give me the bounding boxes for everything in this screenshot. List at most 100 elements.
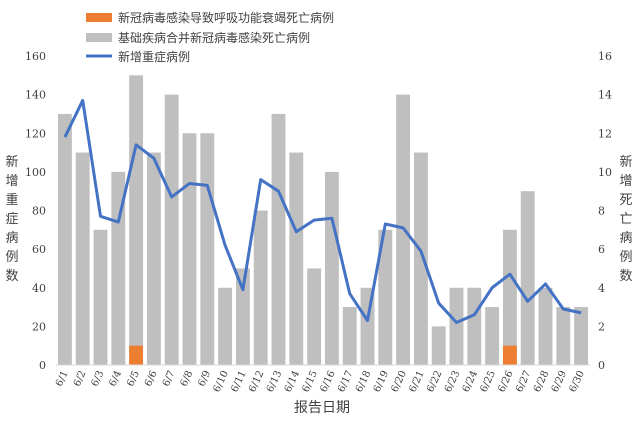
x-tick-label: 6/11 bbox=[229, 369, 248, 394]
x-tick-label: 6/6 bbox=[143, 369, 160, 388]
bar-underlying-death bbox=[146, 152, 161, 365]
x-tick-label: 6/5 bbox=[125, 369, 142, 388]
legend-label-severe-cases: 新增重症病例 bbox=[118, 49, 190, 64]
right-tick-label: 2 bbox=[598, 320, 605, 333]
x-axis: 6/1 6/2 6/3 6/4 6/5 6/6 6/7 6/8 6/96/106/116/126… bbox=[54, 369, 587, 394]
x-tick-label: 6/10 bbox=[212, 369, 231, 394]
bar-underlying-death bbox=[556, 307, 571, 365]
left-tick-label: 160 bbox=[25, 50, 46, 63]
legend-label-respiratory-death: 新冠病毒感染导致呼吸功能衰竭死亡病例 bbox=[118, 10, 334, 25]
left-axis-title-char: 病 bbox=[5, 231, 18, 246]
right-tick-label: 14 bbox=[598, 89, 612, 102]
x-tick-label: 6/29 bbox=[550, 369, 569, 394]
x-tick-label: 6/30 bbox=[568, 369, 587, 394]
left-axis-title-char: 数 bbox=[5, 269, 18, 284]
bar-underlying-death bbox=[342, 307, 357, 365]
right-tick-label: 16 bbox=[598, 50, 612, 63]
bar-underlying-death bbox=[57, 113, 72, 365]
bar-underlying-death bbox=[164, 94, 179, 365]
legend-swatch-gray bbox=[86, 33, 112, 42]
legend-swatch-orange bbox=[86, 13, 112, 22]
left-axis-title-char: 例 bbox=[5, 250, 18, 265]
right-axis-title-char: 亡 bbox=[619, 212, 632, 227]
right-axis-title-char: 死 bbox=[619, 193, 632, 208]
left-axis-title-char: 增 bbox=[5, 174, 18, 189]
left-tick-label: 120 bbox=[25, 127, 46, 140]
right-tick-label: 10 bbox=[598, 166, 612, 179]
x-tick-label: 6/14 bbox=[283, 369, 302, 394]
x-tick-label: 6/18 bbox=[354, 369, 373, 394]
severe-cases-line-layer bbox=[63, 98, 582, 325]
left-tick-label: 60 bbox=[32, 243, 46, 256]
bar-underlying-death bbox=[538, 287, 553, 365]
x-tick-label: 6/4 bbox=[107, 369, 124, 388]
bar-underlying-death bbox=[182, 133, 197, 365]
bar-underlying-death bbox=[413, 152, 428, 365]
left-tick-label: 140 bbox=[25, 89, 46, 102]
right-tick-label: 8 bbox=[598, 205, 605, 218]
x-tick-label: 6/1 bbox=[54, 369, 71, 388]
x-tick-label: 6/2 bbox=[72, 369, 89, 388]
x-tick-label: 6/3 bbox=[90, 369, 107, 388]
left-tick-label: 20 bbox=[32, 320, 46, 333]
bar-respiratory-death bbox=[502, 345, 517, 365]
right-axis-title-char: 例 bbox=[619, 250, 632, 265]
x-tick-label: 6/9 bbox=[196, 369, 213, 388]
bar-underlying-death bbox=[200, 133, 215, 365]
left-axis-title-char: 新 bbox=[5, 154, 18, 170]
x-tick-label: 6/24 bbox=[461, 369, 480, 394]
bar-underlying-death bbox=[502, 229, 517, 365]
x-tick-label: 6/16 bbox=[318, 369, 337, 394]
x-tick-label: 6/17 bbox=[336, 369, 355, 394]
left-tick-label: 0 bbox=[39, 359, 46, 372]
bar-underlying-death bbox=[75, 152, 90, 365]
left-tick-label: 100 bbox=[25, 166, 46, 179]
right-tick-label: 6 bbox=[598, 243, 605, 256]
x-tick-label: 6/28 bbox=[532, 369, 551, 394]
right-axis-title-char: 病 bbox=[619, 231, 632, 246]
left-y-axis: 0 20 40 60 80 100 120 140 160 bbox=[25, 50, 46, 372]
left-tick-label: 40 bbox=[32, 282, 46, 295]
left-tick-label: 80 bbox=[32, 205, 46, 218]
x-tick-label: 6/25 bbox=[479, 369, 498, 394]
right-axis-title-char: 新 bbox=[619, 154, 632, 170]
x-tick-label: 6/20 bbox=[390, 369, 409, 394]
left-axis-title-char: 症 bbox=[5, 212, 18, 227]
right-y-axis: 0 2 4 6 8 10 12 14 16 bbox=[598, 50, 612, 372]
severe-cases-line bbox=[63, 98, 582, 325]
x-tick-label: 6/21 bbox=[407, 369, 426, 394]
right-tick-label: 12 bbox=[598, 127, 612, 140]
x-tick-label: 6/22 bbox=[425, 369, 444, 394]
x-tick-label: 6/8 bbox=[179, 369, 196, 388]
bar-underlying-death bbox=[129, 75, 144, 365]
x-axis-title: 报告日期 bbox=[294, 400, 350, 416]
x-tick-label: 6/13 bbox=[265, 369, 284, 394]
bar-underlying-death bbox=[520, 191, 535, 365]
bar-underlying-death bbox=[253, 210, 268, 365]
legend-label-underlying-death: 基础疾病合并新冠病毒感染死亡病例 bbox=[118, 30, 310, 45]
right-tick-label: 4 bbox=[598, 282, 605, 295]
x-tick-label: 6/12 bbox=[247, 369, 266, 394]
bar-underlying-death bbox=[289, 152, 304, 365]
right-tick-label: 0 bbox=[598, 359, 605, 372]
bar-underlying-death bbox=[378, 229, 393, 365]
right-axis-title-char: 增 bbox=[619, 174, 632, 189]
bar-underlying-death bbox=[93, 229, 108, 365]
bar-underlying-death bbox=[485, 307, 500, 365]
left-axis-title-char: 重 bbox=[5, 192, 18, 208]
x-tick-label: 6/27 bbox=[514, 369, 533, 394]
x-tick-label: 6/7 bbox=[161, 369, 178, 388]
x-tick-label: 6/19 bbox=[372, 369, 391, 394]
bar-underlying-death bbox=[235, 268, 250, 365]
bar-underlying-death bbox=[431, 326, 446, 365]
bar-underlying-death bbox=[307, 268, 322, 365]
bar-underlying-death bbox=[218, 287, 233, 365]
bars bbox=[57, 75, 589, 365]
right-axis-title-char: 数 bbox=[619, 269, 632, 284]
x-tick-label: 6/15 bbox=[301, 369, 320, 394]
x-tick-label: 6/23 bbox=[443, 369, 462, 394]
bar-underlying-death bbox=[467, 287, 482, 365]
